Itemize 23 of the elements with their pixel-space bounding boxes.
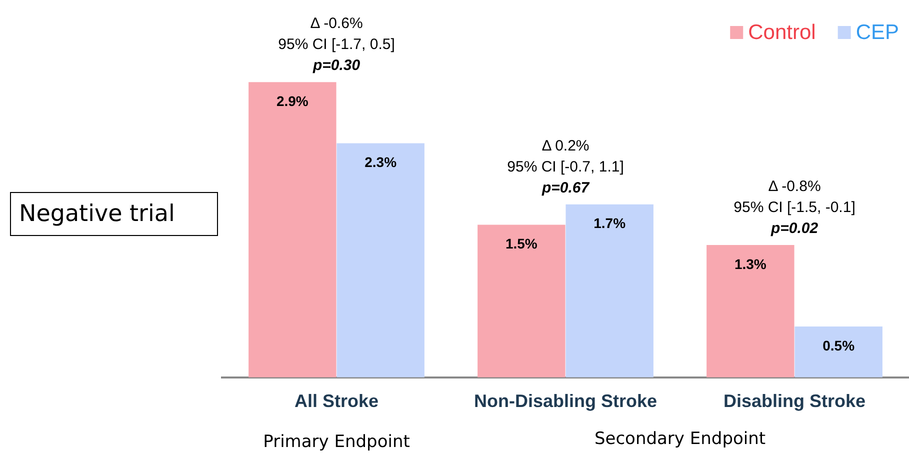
annotation: Δ -0.6% 95% CI [-1.7, 0.5] p=0.30 <box>278 15 395 74</box>
bar <box>336 143 424 378</box>
data-label: 1.7% <box>594 215 626 232</box>
annotation: Δ 0.2% 95% CI [-0.7, 1.1] p=0.67 <box>507 137 624 196</box>
x-tick-label: Disabling Stroke <box>723 391 866 412</box>
bar <box>566 204 654 378</box>
text: Primary Endpoint <box>263 432 410 452</box>
bar <box>794 326 882 378</box>
data-label: 1.5% <box>505 236 538 252</box>
bar <box>706 245 794 378</box>
data-label: 2.3% <box>364 154 398 170</box>
bar <box>478 224 566 378</box>
data-label: 0.5% <box>822 337 856 354</box>
legend-label: CEP <box>856 20 900 44</box>
data-label: 1.3% <box>734 256 767 272</box>
text: Secondary Endpoint <box>594 429 766 449</box>
x-tick-label: All Stroke <box>294 391 379 412</box>
x-tick-label: Non-Disabling Stroke <box>474 391 658 412</box>
data-label: 2.9% <box>276 93 309 110</box>
annotation: Δ -0.8% 95% CI [-1.5, -0.1] p=0.02 <box>734 178 856 238</box>
bar <box>248 82 336 378</box>
legend-label: Control <box>748 20 816 44</box>
text: Negative trial <box>10 192 218 236</box>
